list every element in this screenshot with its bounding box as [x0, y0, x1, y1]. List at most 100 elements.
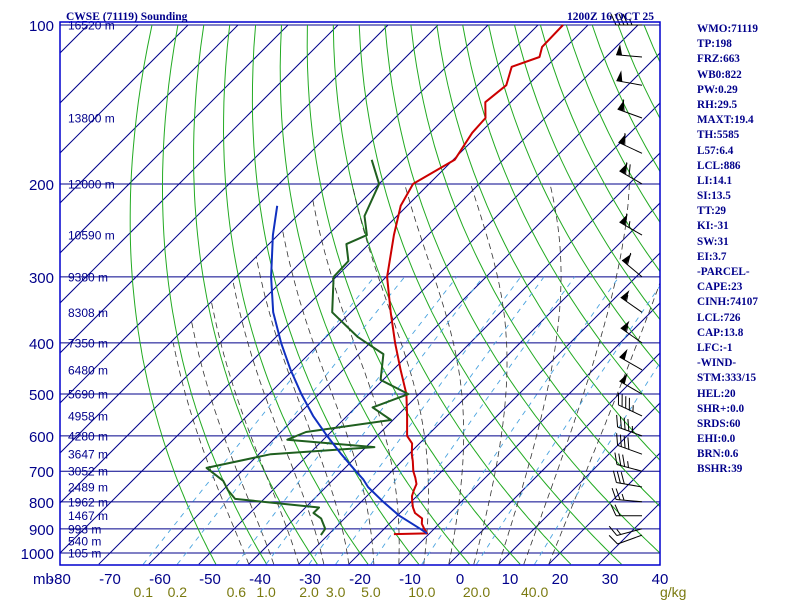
mixing-ratio-line [476, 285, 660, 565]
height-label: 4958 m [68, 409, 108, 423]
wind-barb [620, 290, 643, 313]
mixing-ratio-label: 0.1 [134, 584, 154, 600]
index-item: TH:5585 [697, 129, 740, 142]
temperature-tick-label: 20 [552, 571, 569, 588]
pressure-tick-label: 400 [29, 336, 54, 353]
moist-adiabat-line [255, 256, 350, 565]
isotherm-line [60, 24, 289, 254]
dry-adiabat-line [193, 24, 318, 565]
index-item: SW:31 [697, 235, 729, 248]
pressure-tick-label: 1000 [21, 546, 54, 563]
isotherm-line [60, 24, 389, 354]
index-item: LI:14.1 [697, 174, 733, 187]
index-item: L57:6.4 [697, 144, 734, 157]
height-label: 993 m [68, 522, 101, 536]
mixing-ratio-label: 0.2 [168, 584, 188, 600]
index-item: KI:-31 [697, 220, 729, 233]
dry-adiabat-line [279, 24, 470, 565]
wind-barb [618, 133, 643, 154]
index-item: STM:333/15 [697, 372, 757, 385]
dry-adiabat-line [251, 24, 420, 565]
wind-barb [616, 433, 643, 455]
isotherm-line [448, 352, 660, 565]
temperature-tick-label: 0 [456, 571, 464, 588]
temperature-tick-label: -50 [199, 571, 221, 588]
index-item: HEL:20 [697, 387, 736, 400]
isotherm-line [60, 24, 189, 154]
dry-adiabat-line [162, 24, 268, 565]
height-label: 3052 m [68, 465, 108, 479]
temperature-tick-label: 30 [602, 571, 619, 588]
height-label: 540 m [68, 535, 101, 549]
isotherm-line [60, 24, 539, 504]
index-item: TT:29 [697, 205, 727, 218]
index-item: CAPE:23 [697, 281, 743, 294]
dry-adiabat-line [129, 24, 217, 565]
index-item: MAXT:19.4 [697, 114, 754, 127]
index-item: BRN:0.6 [697, 448, 739, 461]
mixing-ratio-line [370, 276, 576, 565]
mixing-ratio-label: 5.0 [361, 584, 381, 600]
wind-barb [612, 470, 643, 488]
index-item: SRDS:60 [697, 417, 741, 430]
index-item: CINH:74107 [697, 296, 758, 309]
mixing-ratio-label: 20.0 [463, 584, 490, 600]
moist-adiabat-line [470, 183, 508, 565]
wind-barb [616, 70, 643, 86]
temperature-profile [386, 24, 564, 536]
temperature-tick-label: -40 [249, 571, 271, 588]
wind-barb [614, 452, 643, 472]
dry-adiabat-line [358, 24, 622, 565]
height-label: 9380 m [68, 270, 108, 284]
index-item: EI:3.7 [697, 250, 727, 263]
wind-barb [616, 414, 643, 437]
moist-adiabat-line [232, 280, 325, 565]
index-item: RH:29.5 [697, 98, 738, 111]
mixing-ratio-line [534, 361, 660, 565]
height-label: 10590 m [68, 229, 115, 243]
isotherm-line [398, 302, 660, 565]
dry-adiabat-line [410, 24, 660, 508]
pressure-tick-label: 300 [29, 270, 54, 287]
index-item: WB0:822 [697, 68, 742, 81]
isotherm-line [148, 52, 660, 565]
dry-adiabat-line [539, 24, 660, 273]
wind-barb [617, 392, 643, 417]
index-item: FRZ:663 [697, 53, 740, 66]
isotherm-line [60, 24, 339, 304]
dry-adiabat-line [306, 24, 521, 565]
index-item: WMO:71119 [697, 23, 758, 35]
wind-barb [619, 162, 643, 185]
dry-adiabat-line [222, 24, 369, 565]
index-item: CAP:13.8 [697, 326, 744, 339]
pressure-tick-label: 900 [29, 522, 54, 539]
temperature-tick-label: 10 [502, 571, 519, 588]
wind-barb [619, 213, 643, 236]
height-label: 3647 m [68, 448, 108, 462]
temperature-tick-label: -80 [49, 571, 71, 588]
temperature-tick-label: 40 [652, 571, 669, 588]
isotherm-line [60, 24, 239, 204]
height-label: 7350 m [68, 336, 108, 350]
isotherm-line [60, 24, 439, 404]
wind-barb [620, 320, 643, 344]
height-label: 6480 m [68, 363, 108, 377]
mixing-ratio-label: 0.6 [227, 584, 247, 600]
wind-barb [608, 525, 643, 537]
dry-adiabat-line [488, 24, 660, 368]
index-item: PW:0.29 [697, 83, 738, 96]
pressure-tick-label: 200 [29, 177, 54, 194]
plot-frame [59, 21, 661, 566]
pressure-unit-label: mb [33, 571, 54, 588]
wind-barb [619, 373, 643, 395]
height-label: 12000 m [68, 177, 115, 191]
height-label: 1962 m [68, 495, 108, 509]
mixing-ratio-label: 3.0 [326, 584, 346, 600]
index-item: BSHR:39 [697, 463, 743, 476]
isotherm-line [248, 152, 660, 565]
mixing-ratio-line [176, 276, 405, 565]
temperature-tick-label: -10 [399, 571, 421, 588]
chart-title: CWSE (71119) Sounding [66, 11, 188, 23]
